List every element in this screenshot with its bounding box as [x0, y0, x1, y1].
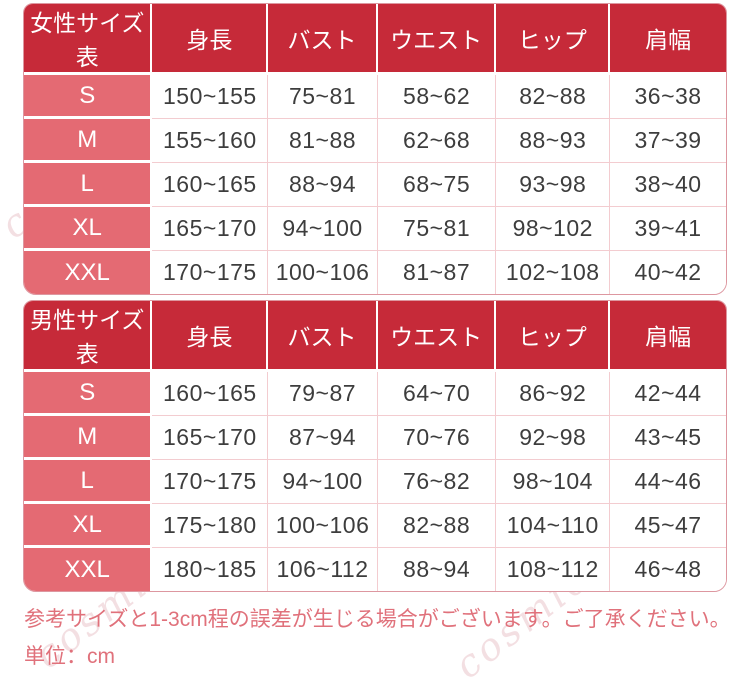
- measurement-value-cell: 40~42: [610, 251, 726, 294]
- measurement-value-cell: 93~98: [496, 163, 611, 207]
- table-row: M 165~170 87~94 70~76 92~98 43~45: [24, 416, 726, 460]
- measurement-value-cell: 102~108: [496, 251, 611, 294]
- table-body: S 160~165 79~87 64~70 86~92 42~44 M 165~170 87~9…: [24, 372, 726, 591]
- size-label-cell: S: [24, 75, 153, 119]
- measurement-value-cell: 106~112: [268, 548, 378, 591]
- measurement-value-cell: 104~110: [496, 504, 611, 548]
- measurement-value-cell: 82~88: [496, 75, 611, 119]
- measurement-value-cell: 94~100: [268, 460, 378, 504]
- table-title: 男性サイズ表: [24, 301, 153, 372]
- table-row: XL 175~180 100~106 82~88 104~110 45~47: [24, 504, 726, 548]
- measurement-value-cell: 43~45: [610, 416, 726, 460]
- size-label-cell: XL: [24, 504, 153, 548]
- table-row: M 155~160 81~88 62~68 88~93 37~39: [24, 119, 726, 163]
- measurement-value-cell: 76~82: [377, 460, 497, 504]
- women-size-table: 女性サイズ表 身長 バスト ウエスト ヒップ 肩幅 S 150~155 75~81 58~62 8…: [23, 3, 727, 295]
- table-header: 女性サイズ表 身長 バスト ウエスト ヒップ 肩幅: [24, 4, 726, 75]
- table-row: XXL 180~185 106~112 88~94 108~112 46~48: [24, 548, 726, 591]
- column-header: 肩幅: [610, 4, 726, 75]
- size-label-cell: XXL: [24, 548, 153, 591]
- size-table: 男性サイズ表 身長 バスト ウエスト ヒップ 肩幅 S 160~165 79~87 64~70 8…: [24, 301, 726, 591]
- measurement-value-cell: 155~160: [152, 119, 269, 163]
- measurement-value-cell: 88~94: [268, 163, 378, 207]
- column-header: ヒップ: [496, 4, 611, 75]
- measurement-value-cell: 165~170: [152, 207, 269, 251]
- measurement-value-cell: 94~100: [268, 207, 378, 251]
- unit-note-text: 単位：cm: [24, 645, 115, 668]
- column-header: 肩幅: [610, 301, 726, 372]
- measurement-value-cell: 68~75: [377, 163, 497, 207]
- header-row: 女性サイズ表 身長 バスト ウエスト ヒップ 肩幅: [24, 4, 726, 75]
- measurement-value-cell: 100~106: [268, 504, 378, 548]
- table-title: 女性サイズ表: [24, 4, 153, 75]
- measurement-value-cell: 100~106: [268, 251, 378, 294]
- measurement-value-cell: 81~87: [377, 251, 497, 294]
- measurement-value-cell: 75~81: [268, 75, 378, 119]
- measurement-value-cell: 150~155: [152, 75, 269, 119]
- column-header: ウエスト: [377, 4, 497, 75]
- measurement-value-cell: 88~93: [496, 119, 611, 163]
- measurement-value-cell: 62~68: [377, 119, 497, 163]
- measurement-value-cell: 64~70: [377, 372, 497, 416]
- measurement-value-cell: 165~170: [152, 416, 269, 460]
- table-row: XL 165~170 94~100 75~81 98~102 39~41: [24, 207, 726, 251]
- table-row: S 150~155 75~81 58~62 82~88 36~38: [24, 75, 726, 119]
- measurement-value-cell: 58~62: [377, 75, 497, 119]
- measurement-value-cell: 160~165: [152, 163, 269, 207]
- measurement-value-cell: 98~104: [496, 460, 611, 504]
- measurement-value-cell: 108~112: [496, 548, 611, 591]
- measurement-value-cell: 160~165: [152, 372, 269, 416]
- size-label-cell: M: [24, 119, 153, 163]
- measurement-value-cell: 92~98: [496, 416, 611, 460]
- column-header: 身長: [152, 4, 269, 75]
- size-label-cell: XXL: [24, 251, 153, 294]
- measurement-value-cell: 79~87: [268, 372, 378, 416]
- column-header: バスト: [268, 301, 378, 372]
- measurement-value-cell: 46~48: [610, 548, 726, 591]
- table-row: L 160~165 88~94 68~75 93~98 38~40: [24, 163, 726, 207]
- size-disclaimer-text: 参考サイズと1-3cm程の誤差が生じる場合がございます。ご了承ください。: [24, 608, 731, 631]
- column-header: 身長: [152, 301, 269, 372]
- measurement-value-cell: 44~46: [610, 460, 726, 504]
- measurement-value-cell: 75~81: [377, 207, 497, 251]
- measurement-value-cell: 82~88: [377, 504, 497, 548]
- measurement-value-cell: 45~47: [610, 504, 726, 548]
- size-label-cell: S: [24, 372, 153, 416]
- measurement-value-cell: 98~102: [496, 207, 611, 251]
- measurement-value-cell: 175~180: [152, 504, 269, 548]
- size-label-cell: M: [24, 416, 153, 460]
- measurement-value-cell: 170~175: [152, 460, 269, 504]
- table-row: L 170~175 94~100 76~82 98~104 44~46: [24, 460, 726, 504]
- measurement-value-cell: 39~41: [610, 207, 726, 251]
- column-header: バスト: [268, 4, 378, 75]
- measurement-value-cell: 37~39: [610, 119, 726, 163]
- size-label-cell: L: [24, 460, 153, 504]
- men-size-table: 男性サイズ表 身長 バスト ウエスト ヒップ 肩幅 S 160~165 79~87 64~70 8…: [23, 300, 727, 592]
- measurement-value-cell: 170~175: [152, 251, 269, 294]
- table-header: 男性サイズ表 身長 バスト ウエスト ヒップ 肩幅: [24, 301, 726, 372]
- size-table: 女性サイズ表 身長 バスト ウエスト ヒップ 肩幅 S 150~155 75~81 58~62 8…: [24, 4, 726, 294]
- measurement-value-cell: 88~94: [377, 548, 497, 591]
- column-header: ヒップ: [496, 301, 611, 372]
- table-row: S 160~165 79~87 64~70 86~92 42~44: [24, 372, 726, 416]
- measurement-value-cell: 87~94: [268, 416, 378, 460]
- column-header: ウエスト: [377, 301, 497, 372]
- measurement-value-cell: 81~88: [268, 119, 378, 163]
- measurement-value-cell: 42~44: [610, 372, 726, 416]
- measurement-value-cell: 70~76: [377, 416, 497, 460]
- measurement-value-cell: 180~185: [152, 548, 269, 591]
- table-body: S 150~155 75~81 58~62 82~88 36~38 M 155~160 81~8…: [24, 75, 726, 294]
- size-label-cell: XL: [24, 207, 153, 251]
- measurement-value-cell: 38~40: [610, 163, 726, 207]
- header-row: 男性サイズ表 身長 バスト ウエスト ヒップ 肩幅: [24, 301, 726, 372]
- measurement-value-cell: 86~92: [496, 372, 611, 416]
- table-row: XXL 170~175 100~106 81~87 102~108 40~42: [24, 251, 726, 294]
- measurement-value-cell: 36~38: [610, 75, 726, 119]
- size-label-cell: L: [24, 163, 153, 207]
